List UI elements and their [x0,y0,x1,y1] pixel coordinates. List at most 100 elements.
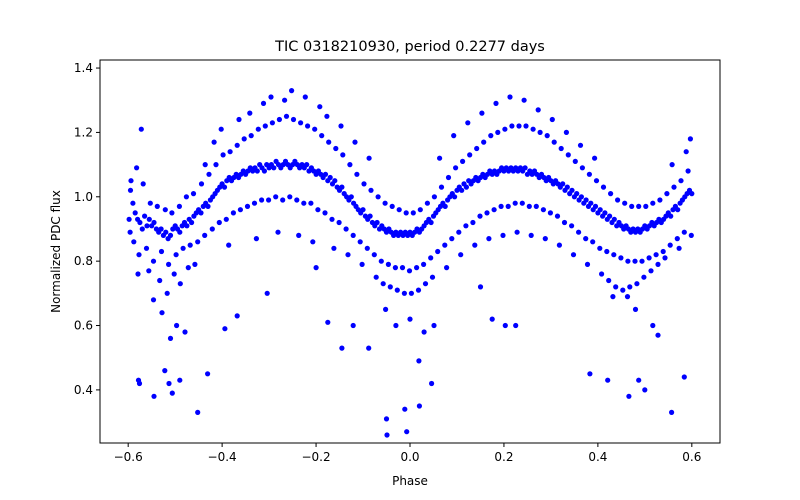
data-point [211,139,217,145]
y-tick-label: 0.6 [74,319,93,333]
data-point [634,281,640,287]
x-tick-label: 0.0 [400,450,419,464]
data-point [234,142,240,148]
data-point [590,239,596,245]
data-point [554,213,561,219]
data-point [611,252,617,258]
data-point [202,162,208,168]
data-point [195,409,201,415]
data-point [216,219,222,226]
data-point [505,203,511,209]
data-point [255,126,261,132]
data-point [383,306,389,312]
data-point [428,255,434,261]
data-point [264,290,270,296]
data-point [221,184,228,190]
data-point [410,210,416,216]
data-point [128,178,134,184]
data-point [182,329,188,335]
data-point [636,203,642,209]
data-point [237,207,243,213]
data-point [162,368,168,374]
y-axis-label: Normalized PDC flux [49,190,63,313]
data-point [213,162,219,168]
data-point [674,236,680,242]
data-point [147,200,153,206]
data-point [383,416,390,422]
data-point [477,213,483,219]
x-tick-label: 0.2 [494,450,513,464]
data-point [301,200,307,206]
data-point [177,229,183,235]
data-point [465,120,471,126]
data-point [600,184,607,190]
data-point [230,210,236,216]
data-point [146,216,152,222]
data-point [627,284,633,290]
data-point [319,133,325,139]
data-point [472,242,478,248]
data-point [486,236,492,242]
data-point [134,165,140,171]
data-point [493,100,499,106]
data-point [422,281,429,287]
data-point [597,245,603,251]
data-point [136,252,142,258]
data-point [167,335,174,341]
data-point [367,213,373,219]
data-point [173,252,179,258]
data-point [380,281,386,287]
data-point [467,152,473,158]
data-point [192,261,198,267]
data-point [576,229,582,235]
y-tick-label: 0.4 [74,383,93,397]
data-point [641,274,647,280]
data-point [671,184,677,190]
data-point [223,216,229,222]
data-point [424,200,430,206]
data-point [382,200,388,206]
data-point [632,258,638,264]
data-point [340,152,346,158]
data-point [389,203,395,209]
data-point [247,110,253,116]
data-point [477,284,484,290]
y-tick-label: 1.2 [74,125,93,139]
data-point [259,197,265,203]
data-point [583,197,589,203]
data-point [375,194,381,200]
data-point [456,229,462,235]
data-point [368,187,374,193]
data-point [560,181,566,187]
data-point [429,380,435,387]
data-point [183,194,189,200]
data-point [507,94,513,100]
data-point [685,168,691,174]
data-point [593,178,600,184]
data-point [669,409,675,415]
data-point [624,294,631,300]
data-point [150,258,157,264]
data-point [604,248,610,255]
data-point [333,145,339,152]
data-point [331,245,337,251]
data-point [261,168,267,174]
data-point [435,248,441,255]
data-point [273,194,279,200]
data-point [357,239,363,245]
data-point [509,123,515,129]
data-point [132,210,138,216]
data-point [421,261,427,267]
data-point [416,358,422,364]
data-point [305,123,311,129]
data-point [135,271,141,277]
data-point [360,207,366,213]
data-point [339,184,345,190]
data-point [669,162,675,168]
data-point [437,155,443,161]
data-point [683,149,689,155]
data-point [290,116,297,123]
data-point [339,345,345,351]
data-point [396,207,402,213]
